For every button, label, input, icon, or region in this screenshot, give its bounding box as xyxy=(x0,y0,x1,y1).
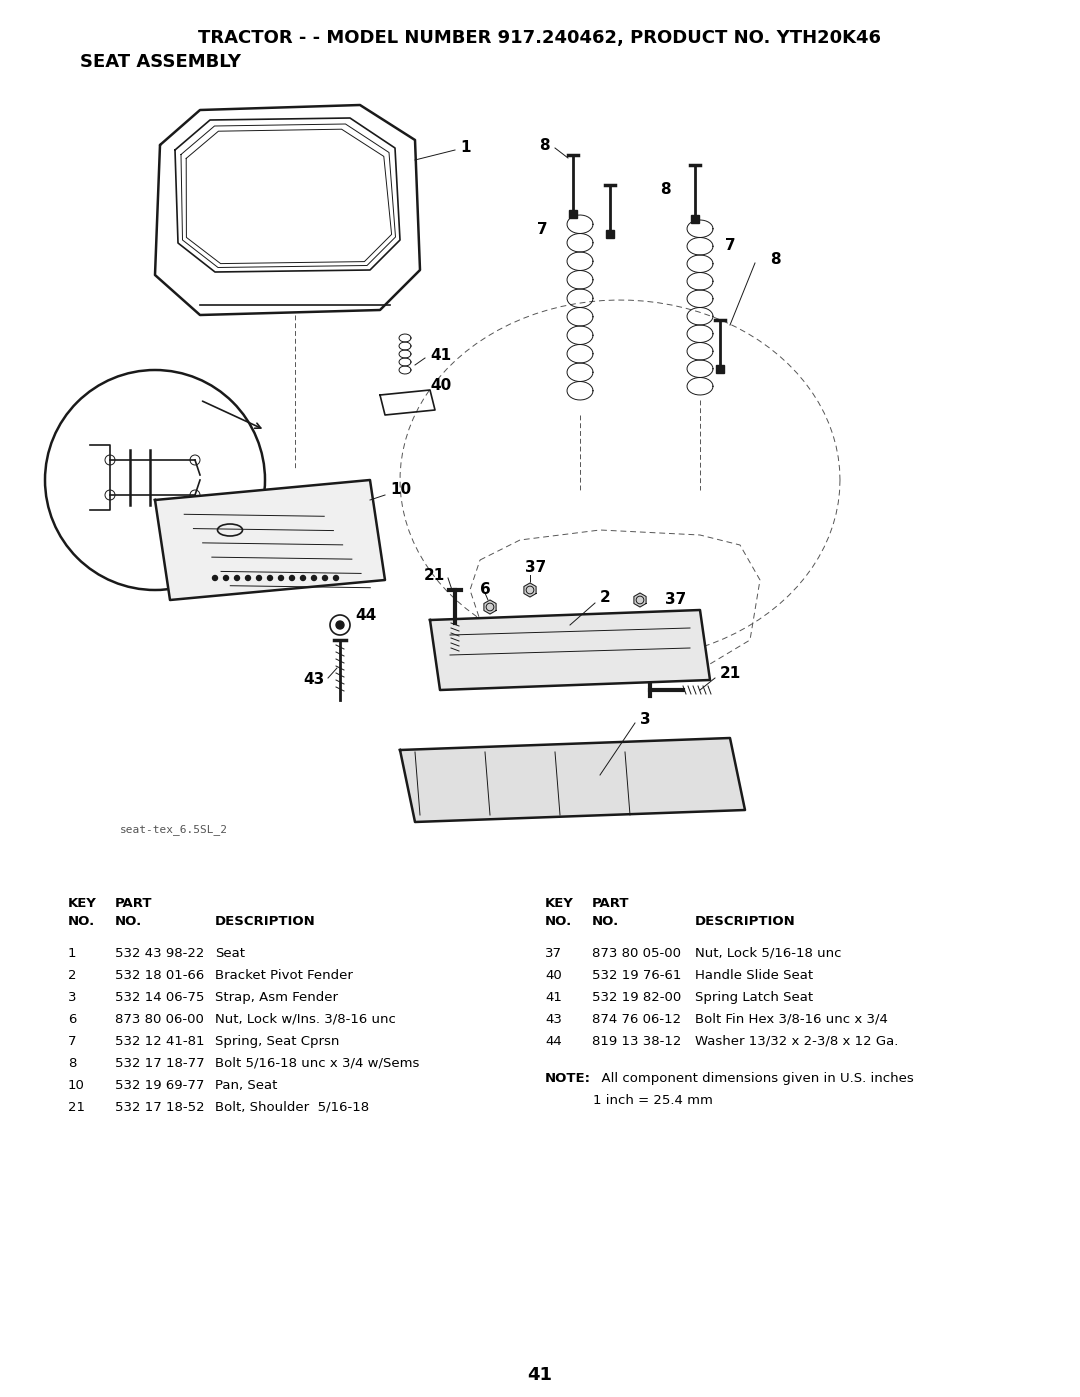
Circle shape xyxy=(234,576,240,581)
Text: 2: 2 xyxy=(600,591,611,605)
Circle shape xyxy=(311,576,316,581)
Text: NO.: NO. xyxy=(114,915,143,928)
Text: 532 19 82-00: 532 19 82-00 xyxy=(592,990,681,1004)
Text: NOTE:: NOTE: xyxy=(545,1071,591,1085)
Text: DESCRIPTION: DESCRIPTION xyxy=(215,915,315,928)
Text: PART: PART xyxy=(114,897,152,909)
Text: NO.: NO. xyxy=(545,915,572,928)
Circle shape xyxy=(257,576,261,581)
Text: DESCRIPTION: DESCRIPTION xyxy=(696,915,796,928)
Text: Bracket Pivot Fender: Bracket Pivot Fender xyxy=(215,970,353,982)
Text: 41: 41 xyxy=(430,348,451,362)
Circle shape xyxy=(268,576,272,581)
Text: 532 18 01-66: 532 18 01-66 xyxy=(114,970,204,982)
Text: 6: 6 xyxy=(68,1013,77,1025)
Text: 532 17 18-52: 532 17 18-52 xyxy=(114,1101,204,1113)
Text: 43: 43 xyxy=(303,672,325,687)
Text: 37: 37 xyxy=(525,560,546,576)
Text: Washer 13/32 x 2-3/8 x 12 Ga.: Washer 13/32 x 2-3/8 x 12 Ga. xyxy=(696,1035,899,1048)
Text: All component dimensions given in U.S. inches: All component dimensions given in U.S. i… xyxy=(593,1071,914,1085)
Text: 21: 21 xyxy=(423,567,445,583)
Circle shape xyxy=(245,576,251,581)
Text: SEAT ASSEMBLY: SEAT ASSEMBLY xyxy=(80,53,241,71)
Text: 1: 1 xyxy=(68,947,77,960)
FancyBboxPatch shape xyxy=(606,229,615,239)
Text: 37: 37 xyxy=(665,592,686,608)
Text: Pan, Seat: Pan, Seat xyxy=(215,1078,278,1092)
Text: KEY: KEY xyxy=(545,897,573,909)
Text: 532 14 06-75: 532 14 06-75 xyxy=(114,990,204,1004)
Text: Bolt 5/16-18 unc x 3/4 w/Sems: Bolt 5/16-18 unc x 3/4 w/Sems xyxy=(215,1058,419,1070)
Text: Spring, Seat Cprsn: Spring, Seat Cprsn xyxy=(215,1035,339,1048)
Text: 3: 3 xyxy=(640,712,650,728)
Text: 1: 1 xyxy=(460,141,471,155)
Text: 41: 41 xyxy=(545,990,562,1004)
Text: 8: 8 xyxy=(539,137,550,152)
Polygon shape xyxy=(400,738,745,821)
Text: KEY: KEY xyxy=(68,897,97,909)
Text: NO.: NO. xyxy=(592,915,619,928)
Text: Nut, Lock 5/16-18 unc: Nut, Lock 5/16-18 unc xyxy=(696,947,841,960)
Text: Bolt, Shoulder  5/16-18: Bolt, Shoulder 5/16-18 xyxy=(215,1101,369,1113)
Text: 819 13 38-12: 819 13 38-12 xyxy=(592,1035,681,1048)
Text: 532 43 98-22: 532 43 98-22 xyxy=(114,947,204,960)
Text: seat-tex_6.5SL_2: seat-tex_6.5SL_2 xyxy=(120,824,228,835)
Polygon shape xyxy=(430,610,710,690)
Circle shape xyxy=(289,576,295,581)
Text: 6: 6 xyxy=(480,583,490,598)
Text: 43: 43 xyxy=(545,1013,562,1025)
Text: 8: 8 xyxy=(68,1058,77,1070)
Circle shape xyxy=(279,576,283,581)
Polygon shape xyxy=(524,583,536,597)
Text: Bolt Fin Hex 3/8-16 unc x 3/4: Bolt Fin Hex 3/8-16 unc x 3/4 xyxy=(696,1013,888,1025)
Text: 21: 21 xyxy=(68,1101,85,1113)
Text: 44: 44 xyxy=(355,608,376,623)
Text: Nut, Lock w/Ins. 3/8-16 unc: Nut, Lock w/Ins. 3/8-16 unc xyxy=(215,1013,396,1025)
Text: 873 80 05-00: 873 80 05-00 xyxy=(592,947,681,960)
Text: Spring Latch Seat: Spring Latch Seat xyxy=(696,990,813,1004)
Text: 44: 44 xyxy=(545,1035,562,1048)
FancyBboxPatch shape xyxy=(716,365,725,373)
Text: 40: 40 xyxy=(430,377,451,393)
Text: 7: 7 xyxy=(538,222,548,237)
Text: 10: 10 xyxy=(390,482,411,497)
Text: NO.: NO. xyxy=(68,915,95,928)
Text: 1 inch = 25.4 mm: 1 inch = 25.4 mm xyxy=(593,1094,713,1106)
Text: 37: 37 xyxy=(545,947,562,960)
Text: 40: 40 xyxy=(545,970,562,982)
Text: 532 12 41-81: 532 12 41-81 xyxy=(114,1035,204,1048)
FancyBboxPatch shape xyxy=(569,210,578,218)
Text: 2: 2 xyxy=(68,970,77,982)
Polygon shape xyxy=(484,599,496,615)
Text: 7: 7 xyxy=(68,1035,77,1048)
Text: Strap, Asm Fender: Strap, Asm Fender xyxy=(215,990,338,1004)
Text: 8: 8 xyxy=(660,183,671,197)
Text: 532 19 69-77: 532 19 69-77 xyxy=(114,1078,204,1092)
Text: 41: 41 xyxy=(527,1366,553,1384)
Circle shape xyxy=(336,622,345,629)
Text: 873 80 06-00: 873 80 06-00 xyxy=(114,1013,204,1025)
Text: 532 19 76-61: 532 19 76-61 xyxy=(592,970,681,982)
Text: 532 17 18-77: 532 17 18-77 xyxy=(114,1058,204,1070)
Polygon shape xyxy=(156,481,384,599)
FancyBboxPatch shape xyxy=(691,215,700,224)
Circle shape xyxy=(224,576,229,581)
Text: Handle Slide Seat: Handle Slide Seat xyxy=(696,970,813,982)
Polygon shape xyxy=(634,592,646,608)
Circle shape xyxy=(300,576,306,581)
Circle shape xyxy=(334,576,338,581)
Text: 8: 8 xyxy=(770,253,781,267)
Text: 21: 21 xyxy=(720,665,741,680)
Circle shape xyxy=(323,576,327,581)
Circle shape xyxy=(213,576,217,581)
Text: Seat: Seat xyxy=(215,947,245,960)
Text: 7: 7 xyxy=(725,237,735,253)
Text: TRACTOR - - MODEL NUMBER 917.240462, PRODUCT NO. YTH20K46: TRACTOR - - MODEL NUMBER 917.240462, PRO… xyxy=(199,29,881,47)
Text: PART: PART xyxy=(592,897,630,909)
Text: 3: 3 xyxy=(68,990,77,1004)
Text: 10: 10 xyxy=(68,1078,85,1092)
Text: 874 76 06-12: 874 76 06-12 xyxy=(592,1013,681,1025)
